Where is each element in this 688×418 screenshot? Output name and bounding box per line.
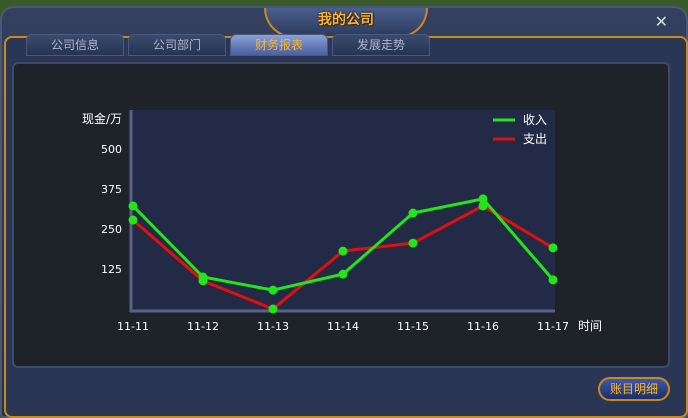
data-point — [268, 285, 278, 295]
data-point — [128, 215, 138, 225]
y-axis-label: 现金/万 — [82, 111, 122, 126]
y-tick-label: 250 — [101, 223, 122, 236]
x-tick-label: 11-14 — [327, 320, 359, 333]
data-point — [338, 246, 348, 256]
x-axis-label: 时间 — [578, 319, 602, 333]
data-point — [548, 243, 558, 253]
legend-label: 支出 — [523, 132, 547, 146]
account-details-button[interactable]: 账目明细 — [598, 377, 670, 401]
data-point — [548, 275, 558, 285]
data-point — [478, 201, 488, 211]
close-x-icon[interactable]: ✕ — [654, 12, 668, 31]
x-tick-label: 11-17 — [537, 320, 569, 333]
data-point — [198, 276, 208, 286]
tab-bar: 公司信息 公司部门 财务报表 发展走势 — [26, 34, 430, 56]
data-point — [268, 304, 278, 314]
tab-company-info[interactable]: 公司信息 — [26, 34, 124, 56]
legend-label: 收入 — [523, 113, 547, 127]
x-tick-label: 11-13 — [257, 320, 289, 333]
x-tick-label: 11-16 — [467, 320, 499, 333]
tab-departments[interactable]: 公司部门 — [128, 34, 226, 56]
y-tick-label: 500 — [101, 143, 122, 156]
y-tick-label: 375 — [101, 183, 122, 196]
data-point — [408, 238, 418, 248]
tab-financial-report[interactable]: 财务报表 — [230, 34, 328, 56]
x-tick-label: 11-11 — [117, 320, 149, 333]
x-tick-label: 11-15 — [397, 320, 429, 333]
data-point — [408, 208, 418, 218]
data-point — [128, 201, 138, 211]
x-tick-label: 11-12 — [187, 320, 219, 333]
data-point — [338, 269, 348, 279]
data-point — [478, 194, 488, 204]
tab-development-trend[interactable]: 发展走势 — [332, 34, 430, 56]
y-tick-label: 125 — [101, 263, 122, 276]
